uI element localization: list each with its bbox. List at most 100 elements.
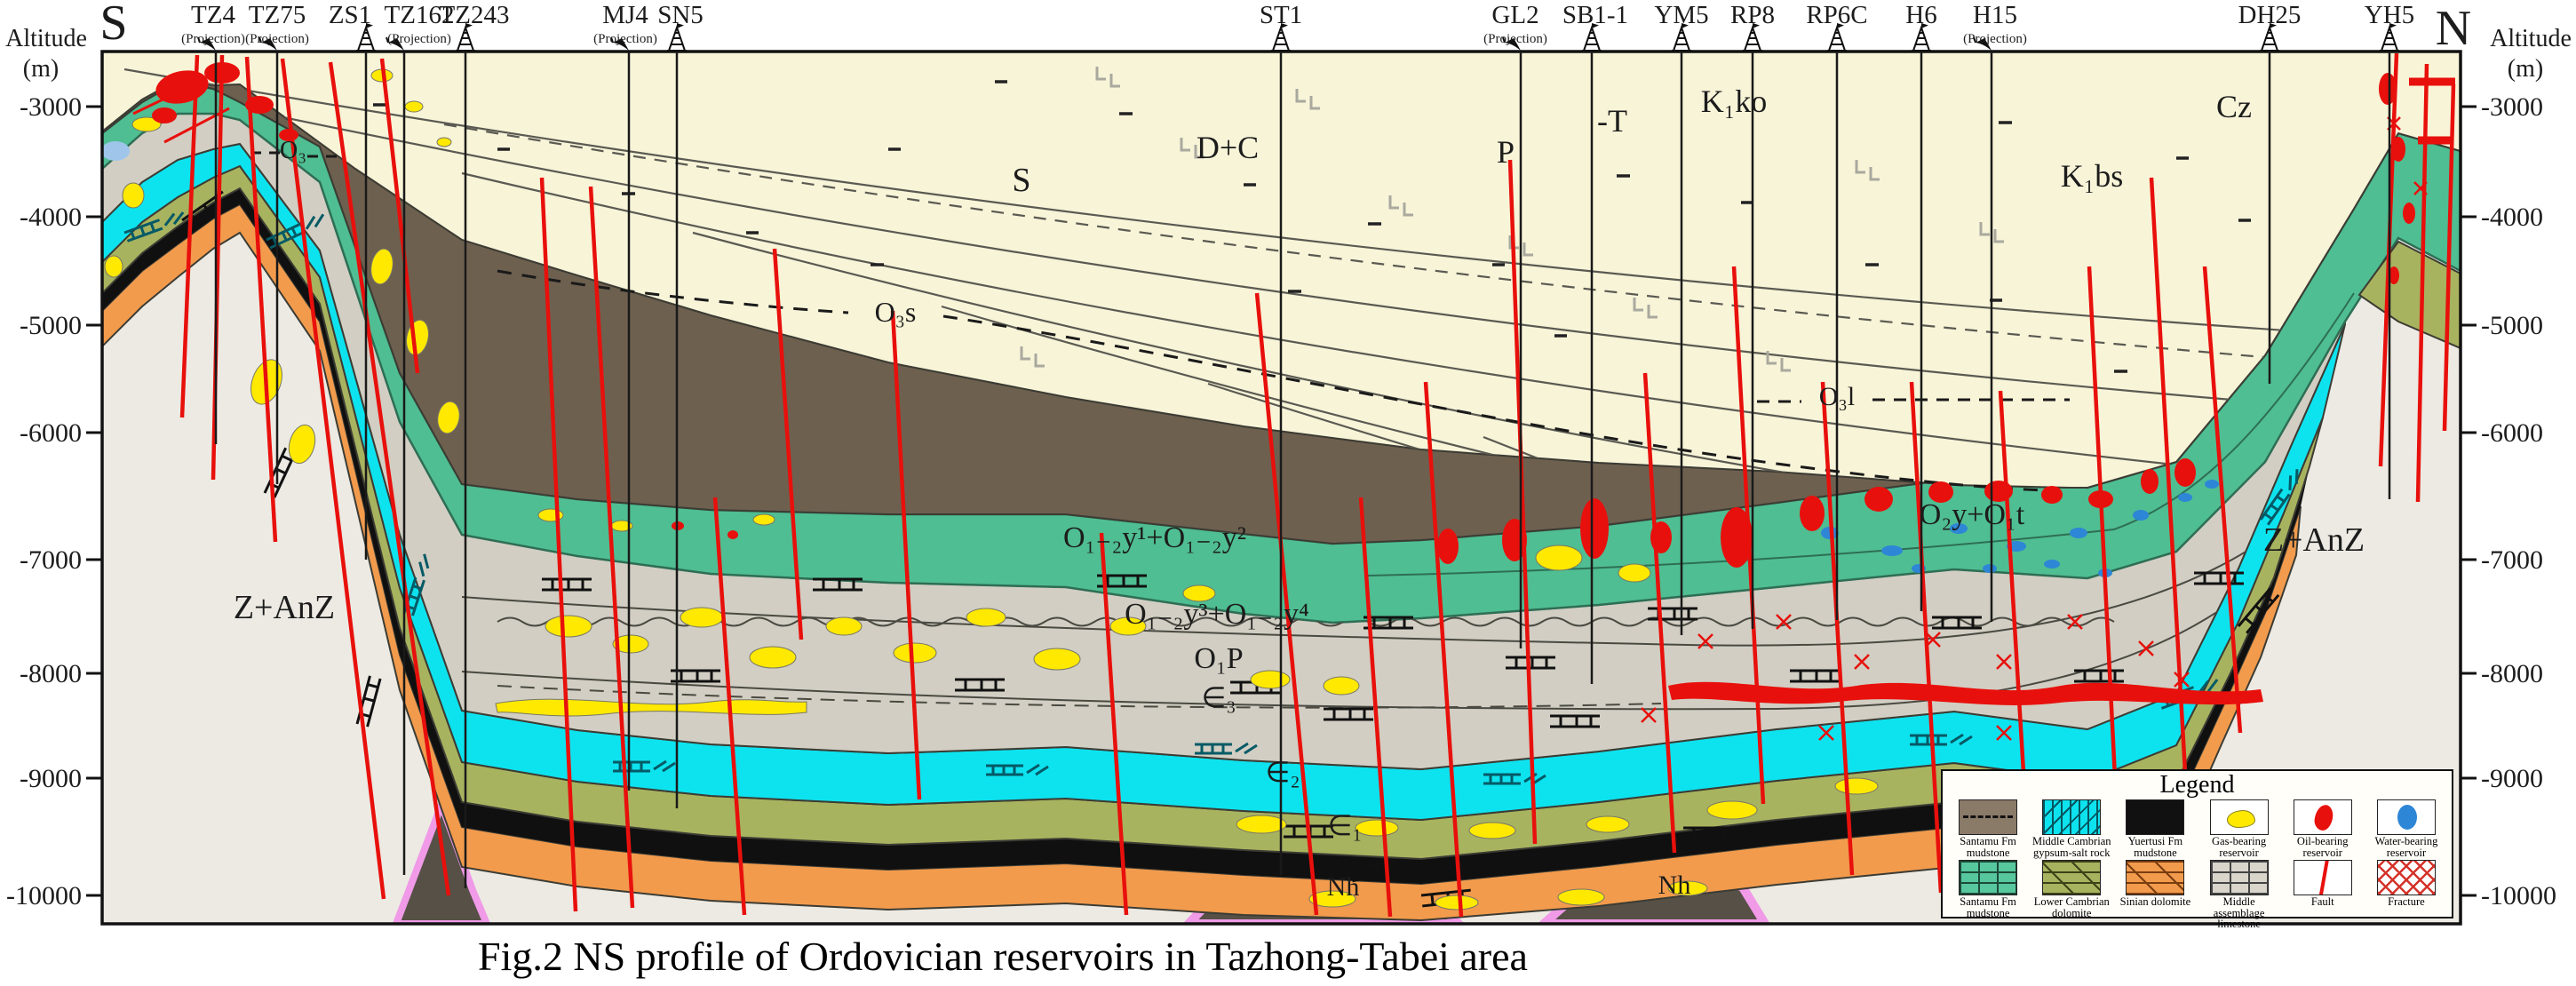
well-name: YM5 — [1654, 1, 1708, 29]
unit-label: O₃s — [875, 296, 917, 328]
gypsum-salt-swatch — [2042, 799, 2102, 835]
tick-label: -6000 — [2481, 418, 2543, 448]
faults — [179, 52, 2456, 918]
layer-olive-sliver — [2357, 240, 2461, 350]
unit-label: Cz — [2216, 89, 2252, 124]
compass-north: N — [2436, 1, 2471, 56]
legend-item-label: Middle Cambrian gypsum-salt rock — [2031, 835, 2111, 859]
figure-caption: Fig.2 NS profile of Ordovician reservoir… — [478, 934, 1528, 979]
well-projection-note: (Projection) — [181, 32, 245, 46]
water-swatch — [2376, 799, 2436, 835]
legend-item-label: Santamu Fm mudstone — [1960, 835, 2016, 859]
left-axis-unit: (m) — [23, 55, 59, 83]
well-name: SB1-1 — [1562, 1, 1628, 29]
legend-item-label: Gas-bearing reservoir — [2212, 835, 2267, 859]
unit-label: O₁₋₂y³+O₁₋₂y⁴ — [1125, 598, 1309, 631]
right-axis-unit: (m) — [2508, 55, 2543, 83]
well-name: RP6C — [1806, 1, 1867, 29]
left-axis-ticks: -3000 -4000 -5000 -6000 -7000 -8000 -9000 -1000… — [6, 92, 101, 910]
dolomite-orange-swatch — [2126, 860, 2185, 895]
well-projection-note: (Projection) — [387, 32, 451, 46]
mudstone-brown-swatch — [1959, 799, 2018, 835]
well-name: H15 — [1973, 1, 2017, 29]
well-name: DH25 — [2238, 1, 2302, 29]
unit-label: Nh — [1658, 871, 1691, 900]
tick-label: -4000 — [20, 203, 82, 232]
fracture-swatch — [2376, 860, 2436, 895]
tick-label: -8000 — [20, 659, 82, 688]
tick-label: -5000 — [2481, 311, 2543, 340]
unit-labels: S D+C P -T K₁ko K₁bs Cz O₃ O₃s O₃l O₁₋₂y¹+O₁₋₂y² O₁… — [234, 83, 2365, 902]
well-projection-note: (Projection) — [1483, 32, 1547, 46]
unit-label: O₃ — [280, 137, 306, 164]
well-TZ162: TZ162 (Projection) — [385, 1, 455, 875]
well-name: YH5 — [2365, 1, 2414, 29]
well-RP6C: RP6C — [1806, 1, 1868, 620]
limestone-green-swatch — [1959, 860, 2018, 895]
legend-item: Lower Cambrian dolomite — [2031, 860, 2111, 930]
well-SB1-1: SB1-1 — [1562, 1, 1628, 684]
well-name: SN5 — [657, 1, 704, 29]
tick-label: -6000 — [20, 418, 82, 448]
oil-swatch — [2293, 799, 2352, 835]
unit-label: O₃l — [1819, 382, 1855, 411]
wells: TZ4 (Projection) TZ75 (Projection) ZS1 TZ162 (… — [181, 1, 2414, 888]
well-YH5: YH5 — [2365, 1, 2414, 499]
overburden-bedding-lines — [123, 68, 2461, 488]
well-RP8: RP8 — [1730, 1, 1775, 629]
legend-item-label: Water-bearing reservoir — [2374, 835, 2438, 859]
tick-label: -3000 — [2481, 92, 2543, 122]
unit-label: P — [1497, 134, 1515, 170]
water-blobs — [102, 141, 2219, 577]
well-name: TZ4 — [191, 1, 235, 29]
dolomite-olive-swatch — [2042, 860, 2102, 895]
well-name: TZ162 — [385, 1, 455, 29]
well-SN5: SN5 — [657, 1, 704, 808]
legend-item: Fracture — [2366, 860, 2446, 930]
tick-label: -10000 — [6, 881, 82, 910]
legend-item-label: Yuertusi Fm mudstone — [2127, 835, 2183, 859]
tick-label: -8000 — [2481, 659, 2543, 688]
tick-label: -9000 — [2481, 764, 2543, 793]
well-MJ4: MJ4 (Projection) — [593, 1, 657, 791]
well-name: RP8 — [1730, 1, 1775, 29]
well-DH25: DH25 — [2238, 1, 2302, 384]
legend-item: Water-bearing reservoir — [2366, 799, 2446, 858]
oil-streaks-left — [132, 80, 230, 144]
limestone-gray-swatch — [2209, 860, 2269, 895]
well-name: TZ243 — [440, 1, 510, 29]
unit-label: -T — [1597, 103, 1627, 139]
unit-label: O₁₋₂y¹+O₁₋₂y² — [1063, 521, 1246, 554]
well-ST1: ST1 — [1260, 1, 1302, 875]
tick-label: -4000 — [2481, 203, 2543, 232]
tick-label: -10000 — [2481, 881, 2556, 910]
legend-item: Fault — [2283, 860, 2363, 930]
unit-label: O₂y+O₁t — [1920, 498, 2025, 531]
well-TZ243: TZ243 — [440, 1, 510, 888]
unit-label: Z+AnZ — [2263, 521, 2365, 559]
legend-item-label: Lower Cambrian dolomite — [2033, 895, 2110, 919]
legend-item-label: Fracture — [2388, 895, 2425, 908]
tick-label: -3000 — [20, 92, 82, 122]
legend-title: Legend — [2159, 771, 2235, 799]
legend-item-label: Fault — [2310, 895, 2334, 908]
compass-south: S — [99, 0, 127, 51]
unit-label: Nh — [1327, 872, 1360, 902]
fault-swatch — [2293, 860, 2352, 895]
unit-label: D+C — [1197, 130, 1259, 165]
well-name: ZS1 — [329, 1, 371, 29]
well-projection-note: (Projection) — [593, 32, 657, 46]
unit-label: K₁ko — [1701, 83, 1768, 119]
unit-label: Z+AnZ — [234, 589, 335, 626]
well-projection-note: (Projection) — [245, 32, 309, 46]
teal-internal-boundary — [1367, 292, 2355, 576]
tick-label: -7000 — [20, 545, 82, 575]
unit-label: S — [1012, 162, 1030, 199]
legend-item: Santamu Fm mudstone — [1948, 799, 2028, 858]
right-axis-title: Altitude — [2490, 25, 2572, 52]
well-name: TZ75 — [249, 1, 306, 29]
legend-item: Middle assemblage limestone — [2198, 860, 2278, 930]
right-axis-ticks: -3000 -4000 -5000 -6000 -7000 -8000 -9000 -1000… — [2461, 92, 2556, 910]
well-ZS1: ZS1 — [329, 1, 377, 560]
